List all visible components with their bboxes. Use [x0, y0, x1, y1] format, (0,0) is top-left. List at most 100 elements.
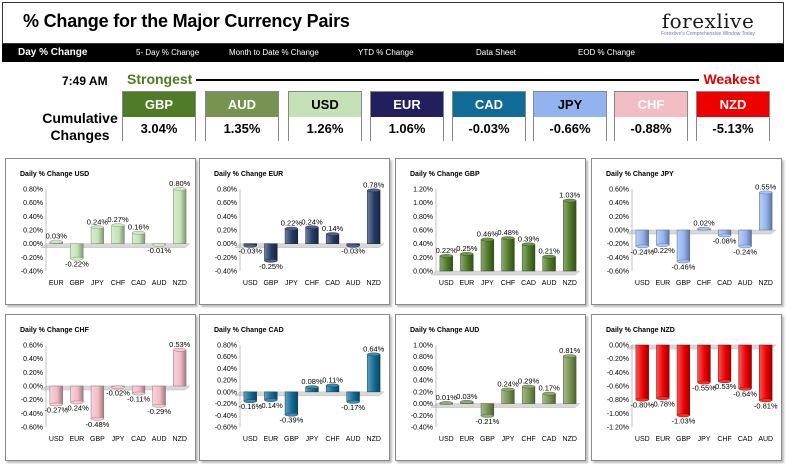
- x-tick-label: EUR: [655, 436, 670, 443]
- y-tick-label: 0.60%: [23, 200, 43, 207]
- currency-card-jpy[interactable]: JPY -0.66%: [533, 91, 607, 141]
- bar-cap: [521, 242, 536, 247]
- cumulative-changes-label: Cumulative Changes: [40, 110, 120, 144]
- bar-cap: [305, 385, 319, 389]
- x-tick-label: GBP: [284, 436, 299, 443]
- data-label: -0.17%: [341, 403, 365, 412]
- chart-panel-aud: Daily % Change AUD 1.00% 0.80% 0.60% 0.40% 0.…: [395, 314, 586, 461]
- bar-jpy: [697, 344, 711, 383]
- tab-day-change[interactable]: Day % Change: [18, 47, 88, 58]
- data-label: -0.03%: [238, 247, 262, 256]
- y-tick-label: 0.40%: [217, 366, 237, 373]
- logo-tagline: Forexlive's Comprehensive Window Today: [661, 31, 755, 37]
- bar-chart: Daily % Change JPY 0.60% 0.40% 0.20% 0.00% -0…: [606, 171, 777, 287]
- x-tick-label: CAD: [325, 280, 340, 287]
- bar-cap: [738, 244, 752, 249]
- x-tick-label: CAD: [738, 436, 753, 443]
- forexlive-logo[interactable]: forexlive Forexlive's Comprehensive Wind…: [661, 9, 755, 37]
- x-tick-label: USD: [243, 280, 258, 287]
- currency-card-usd[interactable]: USD 1.26%: [288, 91, 362, 141]
- y-tick-label: 0.40%: [413, 241, 433, 248]
- bar-cap: [717, 379, 732, 384]
- y-tick-label: 0.00%: [413, 401, 433, 408]
- y-tick-label: 0.60%: [413, 228, 433, 235]
- x-tick-label: EUR: [263, 436, 278, 443]
- data-label: -0.24%: [65, 403, 89, 412]
- bar-cap: [367, 352, 381, 357]
- x-tick-label: AUD: [346, 280, 361, 287]
- cumulative-label-line2: Changes: [50, 127, 110, 143]
- chart-panel-nzd: Daily % Change NZD 0.00% -0.20% -0.40% -0.60…: [591, 314, 782, 461]
- bar-cap: [697, 380, 711, 385]
- data-label: 0.80%: [169, 179, 191, 188]
- bar-eur: [656, 344, 670, 399]
- timestamp: 7:49 AM: [62, 74, 108, 88]
- bar-nzd: [173, 188, 187, 244]
- x-tick-label: JPY: [306, 436, 319, 443]
- bar-chf: [717, 344, 732, 382]
- x-tick-label: NZD: [367, 436, 381, 443]
- data-label: 0.39%: [518, 234, 540, 243]
- currency-card-gbp[interactable]: GBP 3.04%: [122, 91, 196, 141]
- bar-cap: [70, 256, 84, 261]
- tab-eod-change[interactable]: EOD % Change: [578, 48, 635, 57]
- y-tick-label: -0.80%: [607, 397, 629, 404]
- bar-cap: [635, 244, 649, 249]
- bar-chf: [501, 237, 515, 272]
- x-tick-label: EUR: [69, 436, 84, 443]
- tab-ytd-change[interactable]: YTD % Change: [358, 48, 414, 57]
- data-label: 0.22%: [436, 246, 458, 255]
- currency-card-value: 1.26%: [289, 117, 361, 141]
- currency-card-aud[interactable]: AUD 1.35%: [205, 91, 279, 141]
- y-tick-label: -0.40%: [607, 370, 629, 377]
- x-tick-label: GBP: [676, 436, 691, 443]
- currency-card-name: CHF: [615, 92, 687, 117]
- currency-card-chf[interactable]: CHF -0.88%: [614, 91, 688, 141]
- y-tick-label: -0.20%: [607, 241, 629, 248]
- bar-aud: [542, 256, 556, 272]
- x-tick-label: CAD: [131, 436, 146, 443]
- x-tick-label: JPY: [91, 280, 104, 287]
- data-label: -0.27%: [44, 405, 68, 414]
- currency-card-nzd[interactable]: NZD -5.13%: [696, 91, 770, 141]
- y-tick-label: 0.20%: [413, 389, 433, 396]
- bar-nzd: [173, 349, 187, 387]
- data-label: 0.22%: [281, 219, 303, 228]
- x-tick-label: CAD: [131, 280, 146, 287]
- bar-cap: [346, 243, 360, 248]
- bar-chf: [521, 386, 536, 404]
- currency-card-name: GBP: [123, 92, 195, 117]
- bar-cap: [460, 252, 474, 256]
- x-tick-label: USD: [635, 280, 650, 287]
- bar-cap: [563, 198, 577, 203]
- y-tick-label: -0.40%: [21, 411, 43, 418]
- currency-card-cad[interactable]: CAD -0.03%: [452, 91, 526, 141]
- data-label: -0.03%: [341, 247, 365, 256]
- y-tick-label: 0.80%: [217, 187, 237, 194]
- tab-data-sheet[interactable]: Data Sheet: [476, 48, 517, 57]
- x-tick-label: NZD: [759, 280, 773, 287]
- tab-month-to-date-change[interactable]: Month to Date % Change: [229, 48, 319, 57]
- currency-card-name: CAD: [453, 92, 525, 117]
- y-tick-label: 0.40%: [23, 214, 43, 221]
- data-label: -0.46%: [672, 262, 696, 271]
- x-tick-label: CHF: [697, 280, 711, 287]
- bar-jpy: [90, 227, 105, 244]
- data-label: -0.02%: [106, 388, 130, 397]
- bar-cap: [49, 239, 63, 244]
- x-tick-label: USD: [635, 436, 650, 443]
- currency-card-name: JPY: [534, 92, 606, 117]
- currency-card-eur[interactable]: EUR 1.06%: [370, 91, 444, 141]
- y-tick-label: 0.80%: [413, 214, 433, 221]
- x-tick-label: JPY: [698, 436, 711, 443]
- y-tick-label: -0.20%: [21, 255, 43, 262]
- tab-5-day-change[interactable]: 5- Day % Change: [136, 48, 200, 57]
- currency-card-value: -0.03%: [453, 117, 525, 141]
- bar-jpy: [501, 389, 515, 404]
- y-tick-label: 1.00%: [413, 343, 433, 350]
- data-label: 0.46%: [477, 230, 499, 239]
- bar-cad: [521, 244, 536, 272]
- y-tick-label: 0.20%: [217, 228, 237, 235]
- y-tick-label: -0.40%: [215, 413, 237, 420]
- bar-cap: [325, 232, 340, 236]
